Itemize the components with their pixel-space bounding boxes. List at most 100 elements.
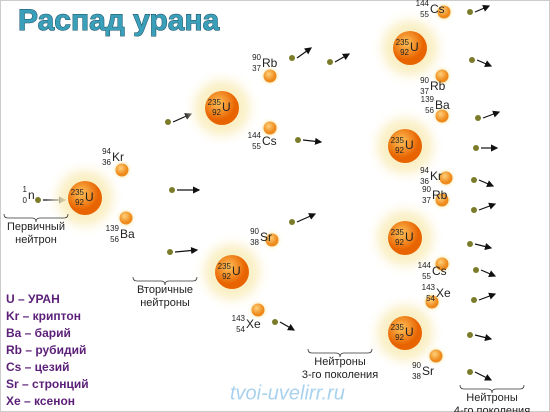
fragment-number: 37	[420, 87, 429, 96]
fragment-symbol: Sr	[260, 230, 272, 244]
fragment-number: 54	[236, 325, 245, 334]
fragment-symbol: Rb	[430, 79, 446, 93]
title: Распад урана	[18, 4, 220, 37]
nucleus	[393, 31, 427, 65]
neutron	[475, 115, 481, 121]
neutron-arrow	[302, 137, 323, 145]
neutron-arrow	[174, 246, 199, 255]
nucleus-mass: 235	[391, 323, 405, 332]
neutron-arrow	[478, 202, 497, 211]
nucleus-mass: 235	[391, 136, 405, 145]
fragment-mass: 143	[422, 283, 436, 292]
generation-label: нейтрон	[15, 234, 57, 246]
nucleus	[215, 255, 249, 289]
nucleus-mass: 235	[208, 98, 222, 107]
fragment-mass: 90	[422, 185, 431, 194]
fragment	[435, 109, 449, 123]
generation-label: Первичный	[7, 221, 65, 233]
fragment-number: 55	[420, 10, 429, 19]
fragment-symbol: Xe	[436, 286, 451, 300]
neutron	[167, 249, 173, 255]
fragment	[429, 349, 443, 363]
neutron-label-mass: 1	[23, 185, 28, 194]
neutron	[165, 119, 171, 125]
neutron	[471, 177, 477, 183]
nucleus-symbol: U	[405, 325, 414, 339]
fragment-number: 36	[420, 177, 429, 186]
neutron-arrow	[478, 292, 497, 301]
nucleus-symbol: U	[405, 230, 414, 244]
nucleus-number: 92	[212, 108, 221, 117]
neutron	[471, 297, 477, 303]
fragment-mass: 139	[106, 224, 120, 233]
neutron	[473, 267, 479, 273]
fragment	[437, 5, 451, 19]
nucleus-symbol: U	[222, 100, 231, 114]
fragment	[263, 121, 277, 135]
nucleus-number: 92	[395, 238, 404, 247]
legend-entry: Cs – цезий	[6, 360, 69, 374]
neutron-arrow	[334, 53, 351, 63]
fragment	[435, 257, 449, 271]
neutron-arrow	[474, 371, 493, 381]
fragment-mass: 144	[418, 261, 432, 270]
fragment-symbol: Ba	[435, 98, 450, 112]
generation-label: Вторичные	[137, 284, 193, 296]
fragment	[435, 193, 449, 207]
fragment-mass: 94	[102, 147, 111, 156]
neutron-arrow	[480, 269, 497, 277]
fragment-mass: 143	[232, 314, 246, 323]
fragment	[263, 69, 277, 83]
neutron	[35, 197, 41, 203]
generation-label: нейтроны	[140, 297, 190, 309]
neutron	[295, 137, 301, 143]
fragment	[425, 295, 439, 309]
fragment-symbol: Cs	[432, 264, 447, 278]
neutron-label-number: 0	[23, 196, 28, 205]
neutron-arrow	[474, 334, 493, 342]
neutron	[469, 57, 475, 63]
fragment	[115, 163, 129, 177]
nucleus-number: 92	[75, 198, 84, 207]
fragment-number: 36	[102, 158, 111, 167]
neutron	[327, 59, 333, 65]
nucleus-symbol: U	[410, 40, 419, 54]
neutron	[289, 219, 295, 225]
generation-label: Нейтроны	[314, 356, 366, 368]
fragment-mass: 144	[416, 0, 430, 8]
legend-entry: Rb – рубидий	[6, 343, 86, 357]
brace	[307, 348, 373, 358]
fragment-symbol: Ba	[120, 227, 135, 241]
fragment-mass: 90	[420, 76, 429, 85]
brace	[3, 213, 69, 223]
generation-label: Нейтроны	[466, 392, 518, 404]
nucleus-mass: 235	[396, 38, 410, 47]
nucleus-mass: 235	[71, 188, 85, 197]
generation-label: 4-го поколения	[454, 405, 530, 412]
fragment-mass: 94	[420, 166, 429, 175]
fragment-mass: 144	[248, 131, 262, 140]
fragment	[119, 211, 133, 225]
fragment-symbol: Sr	[422, 364, 434, 378]
nucleus-number: 92	[400, 48, 409, 57]
neutron-arrow	[482, 110, 501, 119]
fragment-number: 38	[250, 238, 259, 247]
neutron	[289, 55, 295, 61]
fragment-symbol: Cs	[430, 2, 445, 16]
fragment-number: 55	[252, 142, 261, 151]
legend-entry: Kr – криптон	[6, 309, 81, 323]
fragment-mass: 139	[421, 95, 435, 104]
neutron-arrow	[474, 243, 493, 251]
neutron-arrow	[478, 179, 495, 187]
neutron	[473, 145, 479, 151]
watermark: tvoi-uvelirr.ru	[230, 382, 345, 404]
fragment-number: 37	[422, 196, 431, 205]
nucleus-symbol: U	[85, 190, 94, 204]
neutron-arrow	[476, 59, 493, 67]
generation-label: 3-го поколения	[302, 369, 378, 381]
nucleus	[388, 221, 422, 255]
fragment	[251, 303, 265, 317]
nucleus-mass: 235	[218, 262, 232, 271]
neutron	[467, 332, 473, 338]
